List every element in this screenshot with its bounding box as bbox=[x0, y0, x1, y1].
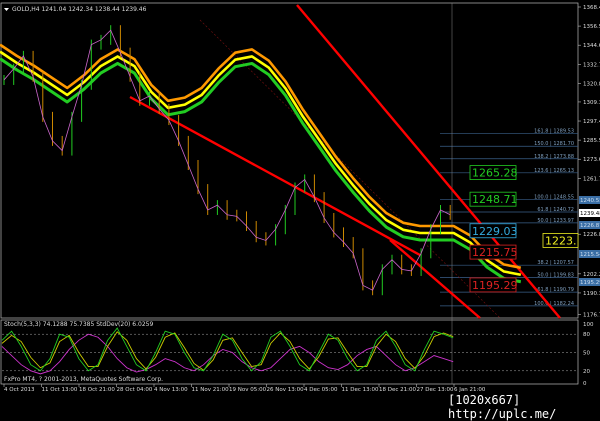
time-tick-label: 4 Oct 2013 bbox=[4, 387, 35, 393]
main-window-frame bbox=[0, 2, 579, 319]
price-label-text: 1223. bbox=[545, 234, 577, 247]
price-tick-label: 1297.40 bbox=[583, 119, 600, 125]
time-tick-label: 28 Oct 04:00 bbox=[117, 387, 153, 393]
price-tag-label: 1226.87 bbox=[580, 223, 600, 229]
price-label-text: 1215.75 bbox=[472, 246, 518, 259]
stoch-level-label: 80 bbox=[583, 332, 590, 338]
channel-lower-line-2 bbox=[389, 239, 481, 319]
price-tag bbox=[579, 221, 600, 229]
time-tick-label: 11 Dec 13:00 bbox=[342, 387, 379, 393]
time-tick-label: 27 Dec 13:00 bbox=[417, 387, 454, 393]
price-tag bbox=[579, 209, 600, 217]
price-tick-label: 1285.50 bbox=[583, 138, 600, 144]
stoch-level-label: 50 bbox=[583, 351, 590, 357]
band-line-1 bbox=[0, 50, 522, 277]
sub-window-frame bbox=[0, 319, 579, 385]
time-tick-label: 11 Oct 13:00 bbox=[42, 387, 78, 393]
price-chart[interactable]: GOLD,H4 1241.04 1242.34 1238.44 1239.46 1… bbox=[0, 0, 600, 411]
band-line-0 bbox=[0, 57, 522, 284]
time-tick-label: 11 Nov 21:00 bbox=[192, 387, 230, 393]
band-line-2 bbox=[0, 43, 522, 270]
stoch_main-line bbox=[1, 327, 454, 372]
price-tick-label: 1273.60 bbox=[583, 157, 600, 163]
price-label-box bbox=[469, 165, 517, 180]
fib-level-label: 138.2 | 1273.88 bbox=[534, 154, 574, 160]
time-tick-label: 18 Dec 21:00 bbox=[379, 387, 416, 393]
time-tick-label: 6 Jan 21:00 bbox=[454, 387, 486, 393]
price-tag bbox=[579, 196, 600, 204]
stoch_signal-line bbox=[1, 331, 454, 371]
fib-level-label: 100.0 | 1248.55 bbox=[534, 194, 574, 200]
fib-level-label: 123.6 | 1265.13 bbox=[534, 168, 574, 174]
time-tick-label: 26 Nov 13:00 bbox=[267, 387, 305, 393]
fib-level-label: 161.8 | 1289.53 bbox=[534, 129, 574, 135]
stoch-level-label: 100 bbox=[583, 322, 594, 328]
triangle-down-icon bbox=[4, 8, 9, 11]
price-tick-label: 1368.45 bbox=[583, 5, 600, 11]
price-label-box bbox=[542, 233, 579, 248]
price-label-box bbox=[469, 244, 517, 260]
price-tick-label: 1320.85 bbox=[583, 81, 600, 87]
fib-level-label: 61.8 | 1190.79 bbox=[537, 287, 574, 293]
time-tick-label: 4 Dec 05:00 bbox=[304, 387, 338, 393]
price-tick-label: 1261.70 bbox=[583, 176, 600, 182]
price-tag-label: 1195.29 bbox=[580, 280, 600, 286]
price-tick-label: 1226.88 bbox=[583, 232, 600, 238]
stoch-level-label: 0 bbox=[583, 381, 587, 387]
price-tick-label: 1332.75 bbox=[583, 62, 600, 68]
price-label-text: 1195.29 bbox=[472, 279, 518, 292]
fib-level-label: 50.0 | 1199.83 bbox=[537, 273, 574, 279]
price-tag-label: 1239.48 bbox=[580, 211, 600, 217]
price-tick-label: 1202.20 bbox=[583, 272, 600, 278]
watermark: [1020x667] http://uplc.me/ bbox=[448, 393, 557, 421]
price-label-text: 1248.71 bbox=[472, 193, 518, 206]
stddev-line bbox=[1, 333, 454, 375]
chart-title: GOLD,H4 1241.04 1242.34 1238.44 1239.46 bbox=[12, 6, 147, 13]
channel-lower-line bbox=[129, 95, 421, 257]
price-label-text: 1229.03 bbox=[472, 225, 518, 238]
price-tag bbox=[579, 278, 600, 286]
time-tick-label: 19 Nov 05:00 bbox=[229, 387, 267, 393]
price-label-text: 1265.28 bbox=[472, 167, 518, 180]
price-label-box bbox=[469, 191, 517, 207]
price-label-box bbox=[469, 223, 517, 239]
price-tag-label: 1215.54 bbox=[580, 252, 600, 258]
copyright-text: FxPro MT4, ? 2001-2013, MetaQuotes Softw… bbox=[4, 376, 163, 383]
channel-mid-line bbox=[199, 19, 501, 319]
price-label-box bbox=[469, 277, 517, 293]
fib-level-label: 38.2 | 1207.57 bbox=[537, 260, 574, 266]
price-tick-label: 1190.30 bbox=[583, 291, 600, 297]
stoch-level-label: 20 bbox=[583, 369, 590, 375]
channel-upper-line bbox=[296, 4, 561, 319]
fib-level-label: 150.0 | 1281.70 bbox=[534, 141, 574, 147]
price-tick-label: 1344.65 bbox=[583, 43, 600, 49]
price-tick-label: 1176.75 bbox=[583, 313, 600, 319]
time-tick-label: 18 Oct 21:00 bbox=[79, 387, 115, 393]
price-tag bbox=[579, 250, 600, 258]
fib-level-label: 100.0 | 1182.24 bbox=[534, 301, 574, 307]
fib-level-label: 61.8 | 1240.72 bbox=[537, 207, 574, 213]
fib-level-label: 50.0 | 1233.97 bbox=[537, 218, 574, 224]
moving-average-line bbox=[3, 29, 451, 291]
sub-window-header: Stoch(5,3,3) 74.1288 75.7385 StdDev(20) … bbox=[4, 321, 153, 328]
price-tick-label: 1309.30 bbox=[583, 100, 600, 106]
price-tag-label: 1240.55 bbox=[580, 198, 600, 204]
time-tick-label: 4 Nov 13:00 bbox=[154, 387, 188, 393]
price-tick-label: 1356.55 bbox=[583, 24, 600, 30]
